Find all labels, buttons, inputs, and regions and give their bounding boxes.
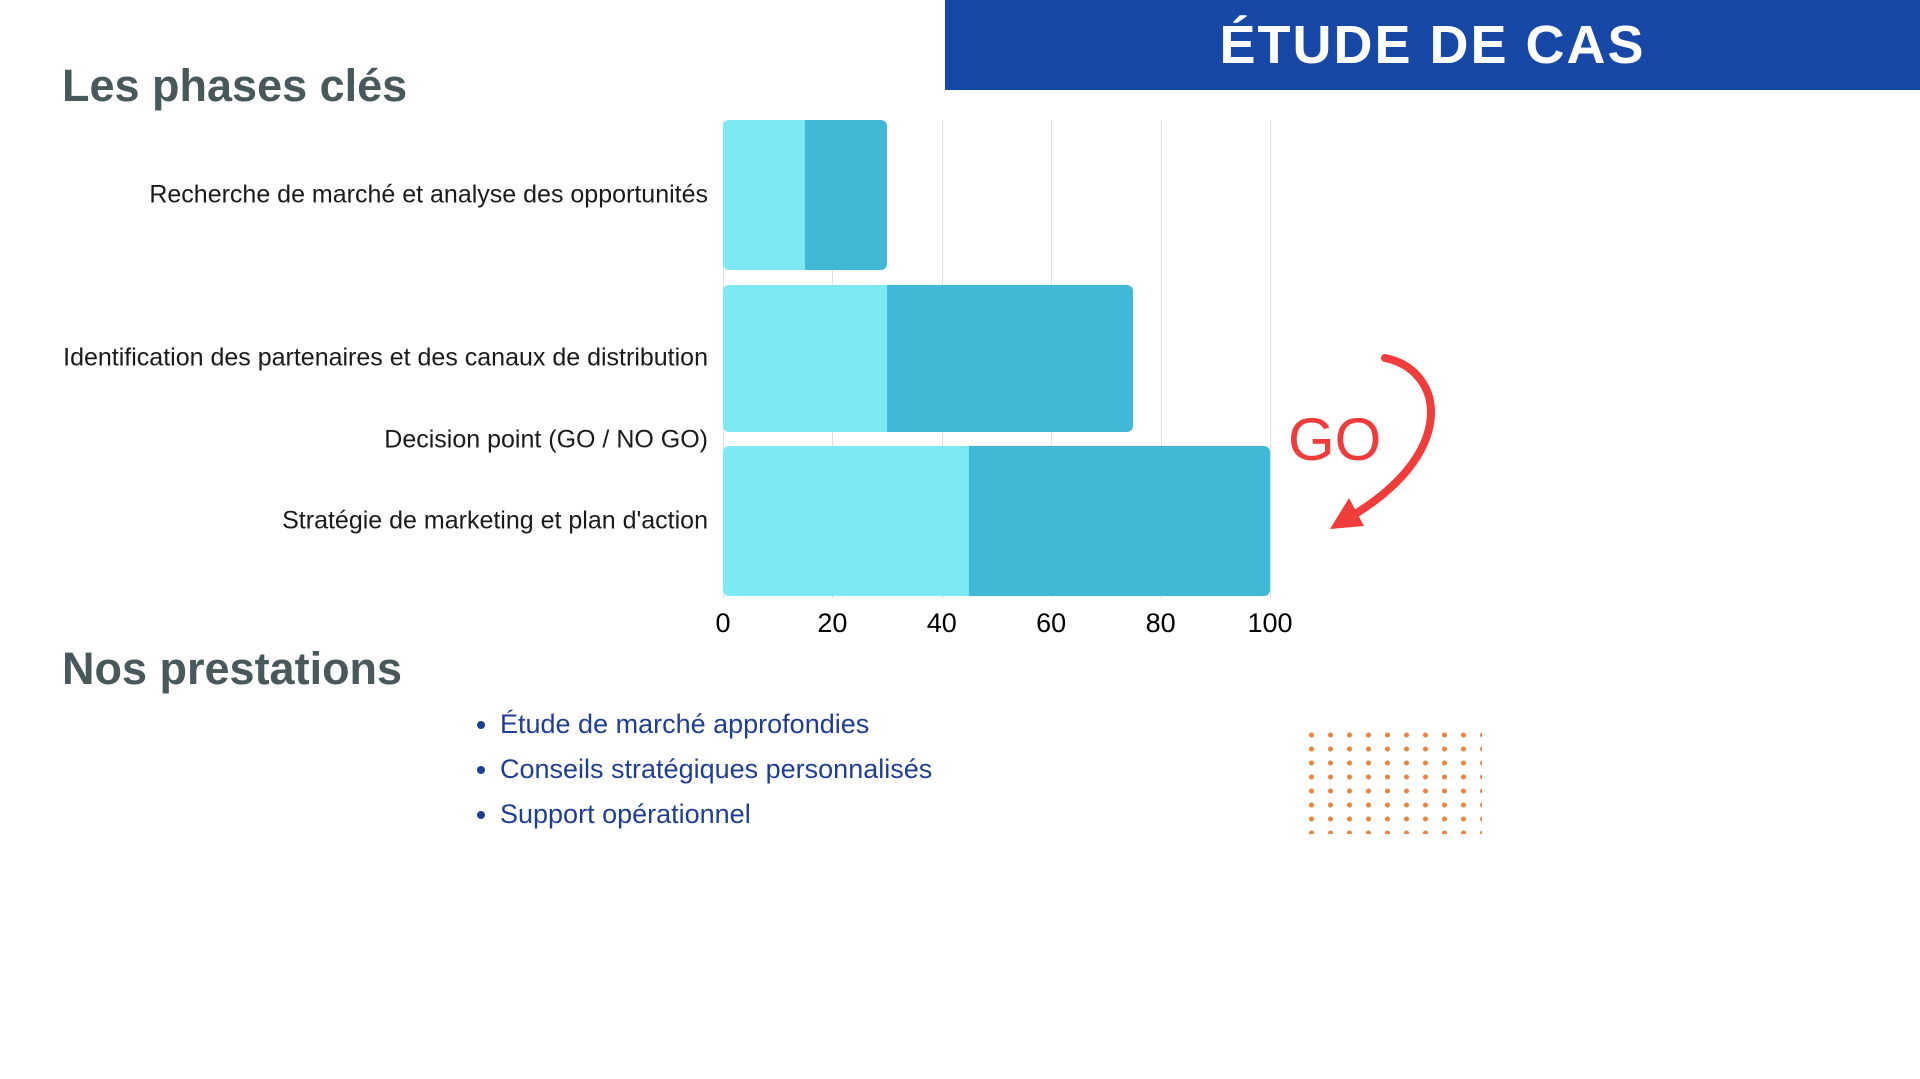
gridline xyxy=(1270,120,1271,598)
prestation-item-conseils: Conseils stratégiques personnalisés xyxy=(500,751,932,787)
prestation-item-support: Support opérationnel xyxy=(500,796,932,832)
prestation-item-etude: Étude de marché approfondies xyxy=(500,706,932,742)
x-tick-100: 100 xyxy=(1247,608,1293,638)
x-tick-60: 60 xyxy=(1036,608,1067,638)
x-axis: 0 20 40 60 80 100 xyxy=(715,608,1292,648)
bar-segment-1 xyxy=(723,120,806,270)
dots-decoration xyxy=(1302,728,1482,834)
bar-segment-1 xyxy=(723,285,888,432)
chart-plot-area xyxy=(723,120,1271,598)
category-label-strategie: Stratégie de marketing et plan d'action xyxy=(282,506,708,535)
bar-row-2 xyxy=(723,285,1134,432)
bar-row-4 xyxy=(723,446,1270,596)
category-label-identification: Identification des partenaires et des ca… xyxy=(63,343,708,372)
x-tick-0: 0 xyxy=(715,608,731,638)
gridline xyxy=(1160,120,1162,598)
prestations-section-title: Nos prestations xyxy=(62,643,403,694)
x-tick-20: 20 xyxy=(817,608,848,638)
category-label-decision-point: Decision point (GO / NO GO) xyxy=(384,425,708,454)
header-title: ÉTUDE DE CAS xyxy=(1219,15,1646,75)
header-banner: ÉTUDE DE CAS xyxy=(945,0,1920,90)
x-tick-80: 80 xyxy=(1145,608,1176,638)
go-annotation: GO xyxy=(1288,406,1382,473)
bar-segment-1 xyxy=(723,446,970,596)
bar-row-1 xyxy=(723,120,888,270)
chart-category-labels: Recherche de marché et analyse des oppor… xyxy=(40,0,708,640)
bar-segment-2 xyxy=(805,120,888,270)
bar-segment-2 xyxy=(887,285,1134,432)
phases-section-title: Les phases clés xyxy=(62,60,408,111)
bar-segment-2 xyxy=(969,446,1270,596)
curved-arrow-icon xyxy=(1330,354,1435,529)
prestations-list: Étude de marché approfondies Conseils st… xyxy=(500,706,932,841)
category-label-recherche: Recherche de marché et analyse des oppor… xyxy=(149,180,708,209)
x-tick-40: 40 xyxy=(926,608,957,638)
